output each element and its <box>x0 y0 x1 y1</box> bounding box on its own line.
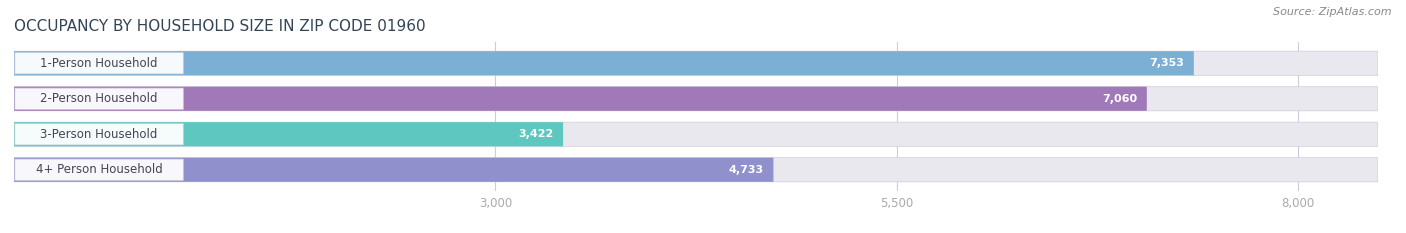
Text: 3,422: 3,422 <box>519 129 554 139</box>
FancyBboxPatch shape <box>14 122 564 146</box>
Text: Source: ZipAtlas.com: Source: ZipAtlas.com <box>1274 7 1392 17</box>
FancyBboxPatch shape <box>14 51 1194 75</box>
Text: 1-Person Household: 1-Person Household <box>41 57 157 70</box>
FancyBboxPatch shape <box>15 53 183 74</box>
Text: 4+ Person Household: 4+ Person Household <box>35 163 163 176</box>
FancyBboxPatch shape <box>14 158 773 182</box>
FancyBboxPatch shape <box>14 158 1378 182</box>
FancyBboxPatch shape <box>14 51 1378 75</box>
Text: 2-Person Household: 2-Person Household <box>41 92 157 105</box>
FancyBboxPatch shape <box>15 88 183 110</box>
FancyBboxPatch shape <box>15 159 183 180</box>
Text: 3-Person Household: 3-Person Household <box>41 128 157 141</box>
Text: 4,733: 4,733 <box>728 165 763 175</box>
Text: 7,353: 7,353 <box>1149 58 1184 68</box>
Text: 7,060: 7,060 <box>1102 94 1137 104</box>
FancyBboxPatch shape <box>14 122 1378 146</box>
FancyBboxPatch shape <box>15 123 183 145</box>
Text: OCCUPANCY BY HOUSEHOLD SIZE IN ZIP CODE 01960: OCCUPANCY BY HOUSEHOLD SIZE IN ZIP CODE … <box>14 19 426 34</box>
FancyBboxPatch shape <box>14 87 1147 111</box>
FancyBboxPatch shape <box>14 87 1378 111</box>
